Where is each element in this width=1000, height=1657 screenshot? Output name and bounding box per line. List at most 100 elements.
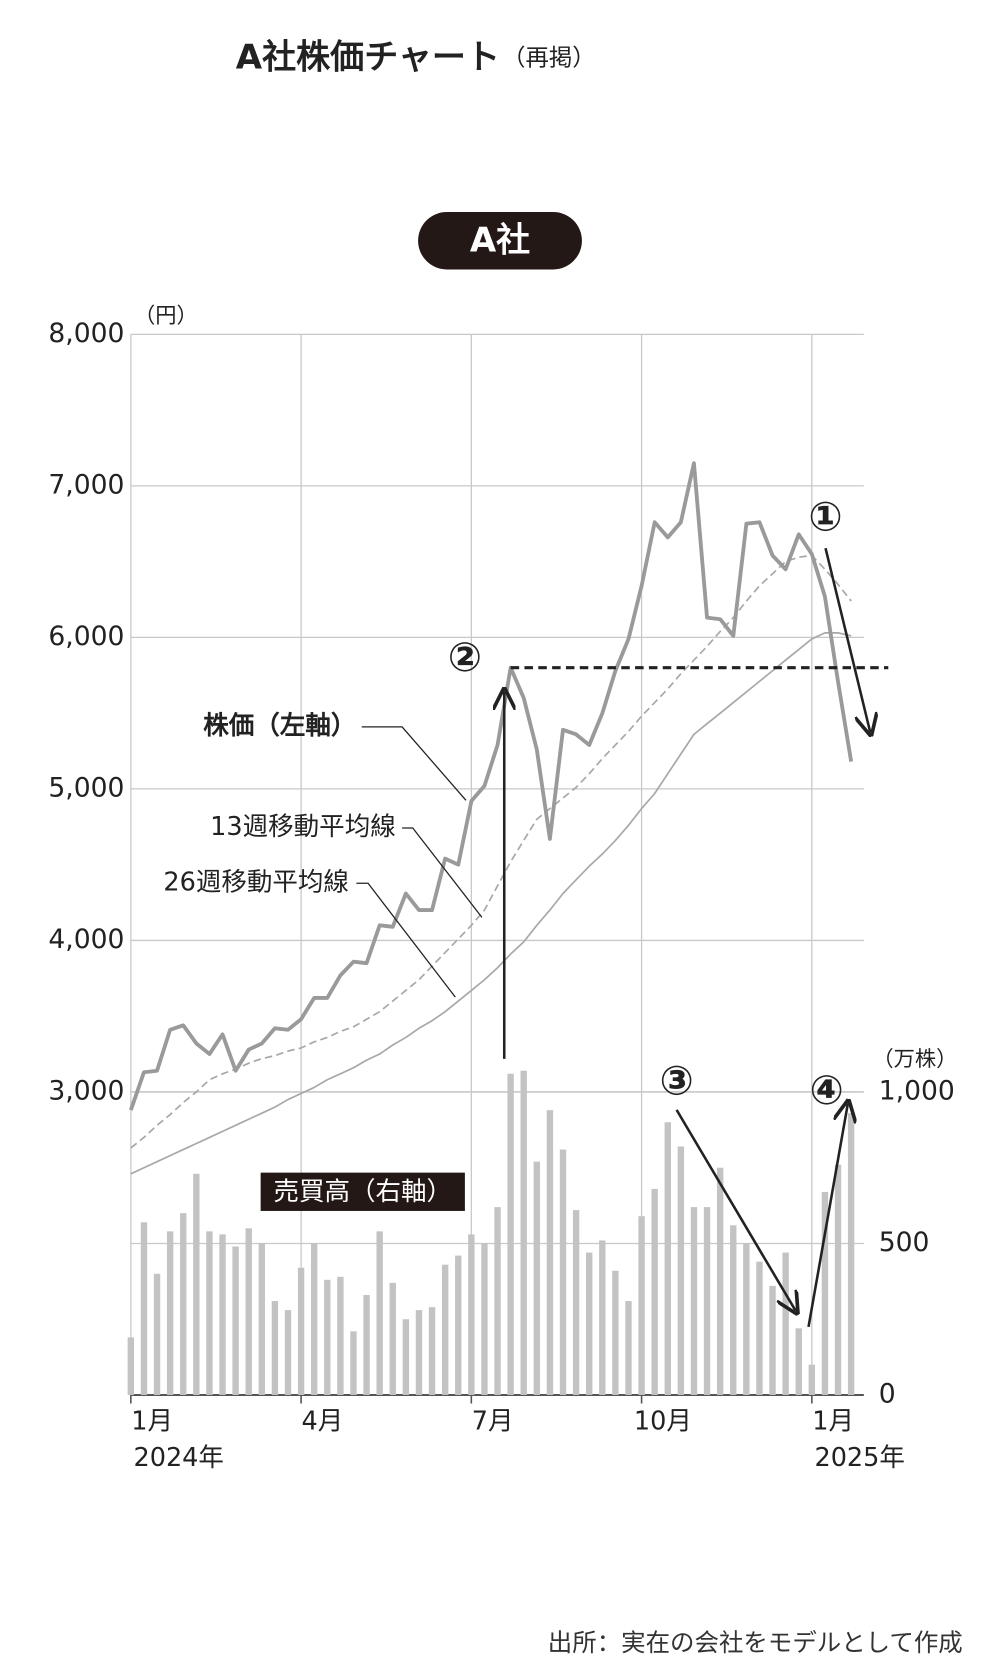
y2-tick-label: 500 (879, 1227, 930, 1258)
volume-bar (324, 1279, 331, 1395)
volume-bar (193, 1173, 200, 1395)
volume-bar (455, 1255, 462, 1395)
y-unit: （円） (134, 303, 198, 328)
grid (130, 333, 864, 1404)
volume-bar (847, 1113, 855, 1395)
volume-bar (572, 1210, 580, 1395)
volume-bar (559, 1149, 567, 1395)
volume-bar (166, 1231, 174, 1395)
volume-bar (546, 1110, 554, 1395)
arrow (824, 547, 871, 732)
volume-bar (245, 1228, 252, 1395)
series-label: 売買高（右軸） (273, 1177, 452, 1207)
volume-bar (206, 1231, 213, 1395)
volume-bar (441, 1264, 449, 1395)
volume-bar (481, 1243, 488, 1395)
volume-bar (180, 1213, 187, 1395)
y-tick-label: 7,000 (48, 469, 124, 500)
volume-bar (363, 1294, 370, 1395)
volume-bar (808, 1364, 816, 1395)
x-tick-sublabel: 2024年 (133, 1443, 223, 1473)
volume-bar (376, 1231, 383, 1395)
series-line (130, 632, 852, 1175)
volume-bar (311, 1243, 318, 1395)
volume-bar (284, 1310, 292, 1395)
volume-bar (271, 1301, 279, 1395)
volume-bar (690, 1207, 698, 1395)
volume-bar (664, 1122, 671, 1395)
subtitle: A社 (470, 220, 530, 260)
volume-bar (782, 1252, 789, 1395)
lines (129, 461, 854, 1175)
volume-bar (219, 1234, 226, 1395)
y-tick-label: 8,000 (48, 318, 124, 349)
volume-bar (494, 1207, 501, 1395)
volume-bar (612, 1270, 619, 1395)
volume-bar (586, 1252, 593, 1395)
volume-bar (153, 1273, 161, 1395)
y-tick-label: 4,000 (48, 924, 124, 955)
volume-bar (703, 1207, 711, 1395)
annotation-number: ③ (659, 1056, 693, 1104)
volume-bar (350, 1331, 357, 1395)
series-label-badge (260, 1172, 465, 1211)
volume-bars (127, 1070, 855, 1395)
leader-line (402, 827, 483, 918)
x-tick-label: 7月 (472, 1407, 514, 1437)
volume-bar (140, 1222, 148, 1395)
volume-bar (743, 1243, 750, 1395)
x-tick-sublabel: 2025年 (814, 1443, 904, 1473)
volume-bar (389, 1282, 396, 1395)
volume-bar (127, 1337, 135, 1395)
arrow (807, 1104, 848, 1328)
y-tick-label: 3,000 (48, 1075, 124, 1106)
volume-bar (507, 1073, 514, 1395)
volume-bar (258, 1243, 265, 1395)
leader-line (361, 726, 467, 801)
series-label: 13週移動平均線 (210, 812, 396, 842)
y2-tick-label: 0 (879, 1378, 896, 1409)
x-tick-label: 10月 (634, 1407, 692, 1437)
annotation-number: ④ (809, 1066, 843, 1114)
chart-title: A社株価チャート (236, 37, 500, 77)
y2-tick-label: 1,000 (879, 1075, 955, 1106)
volume-bar (769, 1285, 776, 1395)
volume-bar (337, 1276, 344, 1395)
volume-bar (402, 1319, 410, 1395)
annotation-number: ① (808, 492, 842, 540)
y-tick-label: 6,000 (48, 621, 124, 652)
volume-bar (821, 1191, 829, 1395)
volume-bar (756, 1261, 763, 1395)
series-label: 26週移動平均線 (163, 867, 349, 897)
volume-bar (428, 1307, 436, 1395)
y2-unit: （万株） (872, 1047, 957, 1072)
volume-bar (468, 1234, 475, 1395)
volume-bar (834, 1164, 842, 1395)
series-label: 株価（左軸） (203, 711, 356, 741)
y-tick-label: 5,000 (48, 772, 124, 803)
x-tick-label: 1月 (812, 1407, 854, 1437)
series-line (130, 554, 852, 1149)
series-line (129, 461, 854, 1111)
x-tick-label: 4月 (301, 1407, 343, 1437)
arrow (675, 1109, 796, 1311)
volume-bar (297, 1267, 305, 1395)
volume-bar (415, 1310, 423, 1395)
x-tick-label: 1月 (131, 1407, 173, 1437)
chart-title-note: （再掲） (502, 43, 596, 71)
volume-bar (625, 1301, 632, 1395)
arrows (504, 547, 871, 1328)
volume-bar (533, 1161, 541, 1395)
annotation-number: ② (448, 633, 482, 681)
volume-bar (638, 1216, 645, 1395)
subtitle-badge (418, 212, 582, 270)
volume-bar (795, 1328, 802, 1395)
volume-bar (730, 1225, 737, 1395)
volume-bar (651, 1188, 658, 1395)
source-note: 出所：実在の会社をモデルとして作成 (548, 1628, 963, 1657)
volume-bar (716, 1167, 724, 1395)
volume-bar (599, 1240, 606, 1395)
volume-bar (232, 1246, 239, 1395)
volume-bar (677, 1146, 685, 1395)
